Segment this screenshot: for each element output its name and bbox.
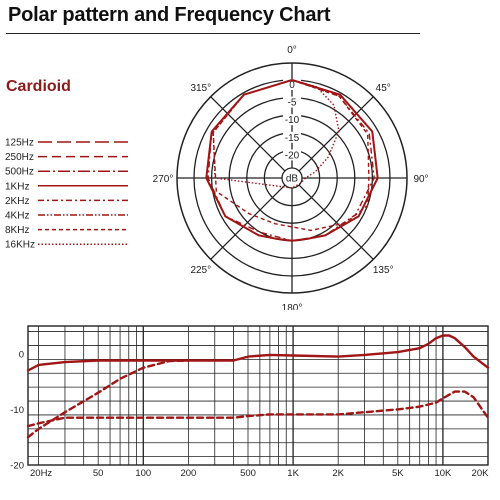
polar-series-16KHz — [212, 79, 340, 189]
legend-label: 250Hz — [5, 152, 34, 163]
freq-x-tick-label: 100 — [135, 468, 151, 479]
freq-x-tick-label: 500 — [240, 468, 256, 479]
polar-radial-label-bg — [283, 114, 301, 126]
title-rule — [6, 33, 420, 34]
polar-radial-label: 0 — [289, 80, 295, 91]
pattern-label: Cardioid — [6, 78, 71, 95]
polar-angle-label: 90° — [413, 174, 428, 185]
freq-x-tick-label: 1K — [287, 468, 299, 479]
freq-series-0 — [26, 334, 490, 372]
polar-radial-label: -20 — [285, 150, 300, 161]
legend-label: 1KHz — [5, 181, 29, 192]
polar-spoke — [210, 96, 286, 172]
polar-series-8KHz — [212, 79, 370, 232]
frequency-chart: 0 -10 -20 20Hz 50 100 200 500 1K 2K 5K 10K 20K — [10, 325, 490, 479]
freq-x-tick-label: 200 — [180, 468, 196, 479]
polar-radial-label-bg — [283, 96, 301, 108]
legend-label: 4KHz — [5, 211, 29, 222]
polar-angle-label: 315° — [190, 83, 211, 94]
legend-label: 16KHz — [5, 240, 35, 251]
polar-angle-label: 0° — [287, 45, 297, 56]
polar-angle-label: 45° — [376, 83, 391, 94]
freq-x-tick-label: 5K — [392, 468, 404, 479]
freq-y-tick-label: 0 — [19, 349, 24, 360]
legend-label: 2KHz — [5, 196, 29, 207]
legend: 125Hz 250Hz 500Hz 1KHz 2KHz 4KHz 8KHz 16KHz — [5, 138, 128, 251]
polar-angle-label: 270° — [153, 174, 174, 185]
polar-series-2KHz — [207, 79, 375, 242]
polar-radial-label: -10 — [285, 115, 300, 126]
freq-y-tick-label: -10 — [10, 405, 24, 416]
polar-radial-label: -15 — [285, 133, 300, 144]
polar-chart: 0° 45° 90° 135° 180° 225° 270° 315° 0 -5 -10 -15 -20… — [153, 45, 429, 310]
freq-series-2 — [26, 390, 490, 428]
freq-x-tick-label: 2K — [332, 468, 344, 479]
polar-spoke — [298, 184, 374, 260]
freq-x-tick-label: 50 — [93, 468, 104, 479]
legend-label: 500Hz — [5, 167, 34, 178]
polar-radial-label-bg — [283, 149, 301, 161]
freq-series-1 — [26, 359, 190, 439]
polar-center-label: dB — [286, 174, 299, 185]
polar-angle-label: 135° — [373, 265, 394, 276]
freq-frame — [27, 325, 489, 466]
polar-radial-label: -5 — [288, 98, 297, 109]
freq-y-tick-label: -20 — [10, 461, 24, 472]
polar-spoke — [298, 96, 374, 172]
polar-radial-label-bg — [283, 79, 301, 90]
page-title: Polar pattern and Frequency Chart — [8, 4, 331, 26]
polar-angle-label: 225° — [190, 265, 211, 276]
freq-x-tick-label: 20Hz — [30, 468, 52, 479]
freq-x-tick-label: 10K — [434, 468, 452, 479]
legend-label: 8KHz — [5, 225, 29, 236]
polar-radial-label-bg — [283, 131, 301, 143]
legend-label: 125Hz — [5, 138, 34, 149]
polar-angle-label: 180° — [282, 303, 303, 310]
polar-spoke — [210, 184, 286, 260]
freq-x-tick-label: 20K — [472, 468, 490, 479]
